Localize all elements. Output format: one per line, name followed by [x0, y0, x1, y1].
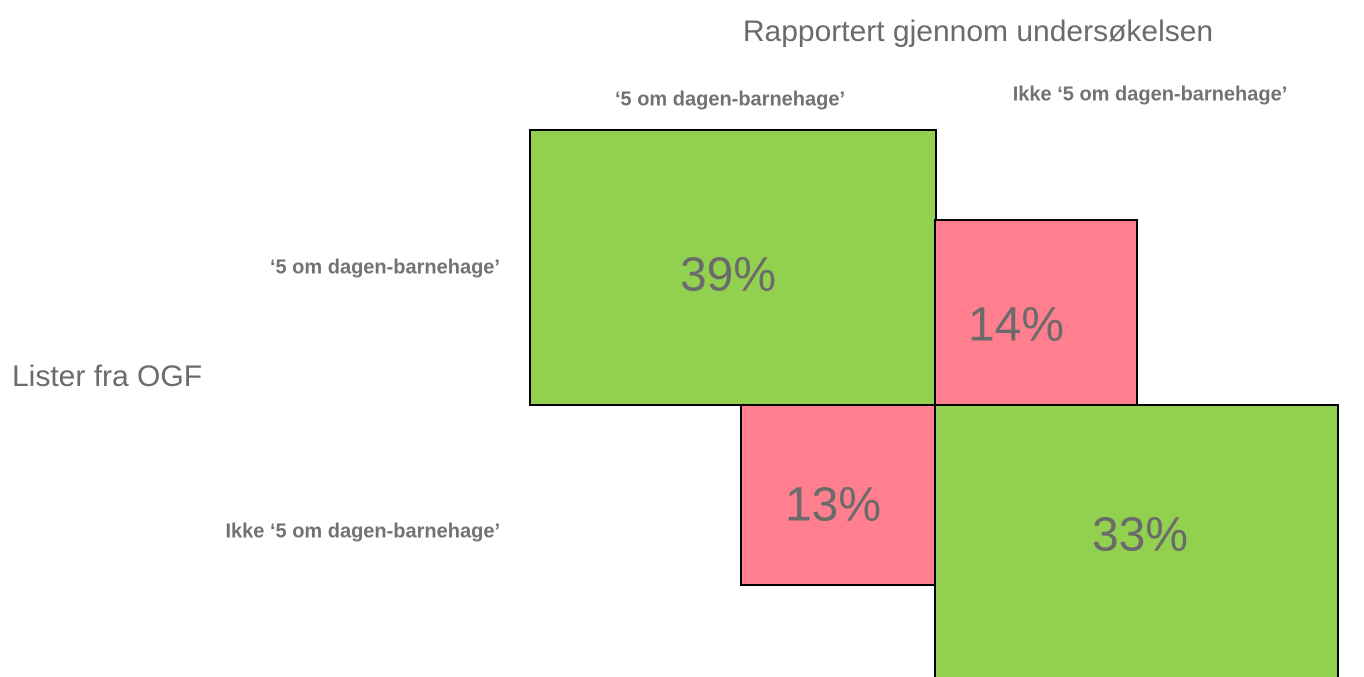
cell-box [934, 219, 1138, 406]
row-label: ‘5 om dagen-barnehage’ [270, 256, 500, 278]
cell-box [934, 404, 1339, 677]
column-label: ‘5 om dagen-barnehage’ [615, 88, 845, 110]
cell-label: 39% [680, 249, 776, 302]
row-title: Lister fra OGF [12, 360, 202, 393]
column-title: Rapportert gjennom undersøkelsen [743, 15, 1213, 48]
row-label: Ikke ‘5 om dagen-barnehage’ [225, 520, 500, 542]
cell-label: 33% [1092, 509, 1188, 562]
column-label: Ikke ‘5 om dagen-barnehage’ [1013, 83, 1288, 105]
cell-label: 14% [968, 299, 1064, 352]
cell-box [529, 129, 937, 406]
cell-box [740, 404, 936, 586]
cell-label: 13% [785, 479, 881, 532]
